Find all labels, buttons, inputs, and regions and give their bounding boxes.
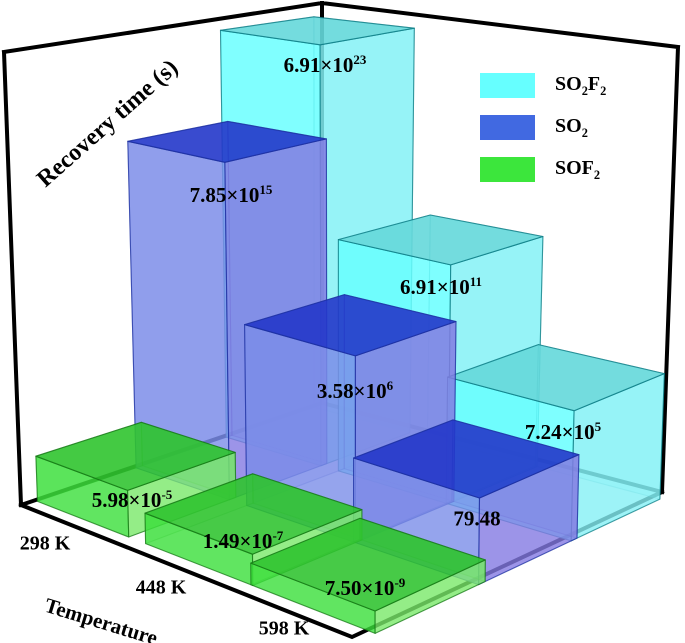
legend-label-so2: SO2 bbox=[555, 114, 588, 140]
bar-value-label: 79.48 bbox=[453, 506, 501, 531]
bar-so2-2 bbox=[353, 419, 580, 586]
legend-swatch-so2f2 bbox=[480, 73, 535, 98]
bar-value-label: 6.91×1023 bbox=[283, 52, 367, 77]
x-tick-448k: 448 K bbox=[135, 576, 187, 599]
bar-value-label: 6.91×1011 bbox=[399, 274, 483, 299]
bar-value-label: 7.24×105 bbox=[524, 419, 602, 444]
bar-value-label: 1.49×10-7 bbox=[202, 528, 284, 553]
x-tick-598k: 598 K bbox=[258, 617, 310, 640]
x-tick-298k: 298 K bbox=[19, 532, 71, 555]
bar-value-label: 5.98×10-5 bbox=[91, 487, 173, 512]
legend-entry-sof2: SOF2 bbox=[480, 157, 606, 182]
legend-entry-so2f2: SO2F2 bbox=[480, 73, 606, 98]
legend-swatch-sof2 bbox=[480, 157, 535, 182]
bar-sof2-2 bbox=[250, 517, 486, 634]
bar-value-label: 7.50×10-9 bbox=[324, 575, 406, 600]
bar-value-label: 3.58×106 bbox=[316, 378, 394, 403]
legend-swatch-so2 bbox=[480, 115, 535, 140]
legend: SO2F2 SO2 SOF2 bbox=[480, 73, 606, 182]
legend-label-so2f2: SO2F2 bbox=[555, 72, 607, 98]
bar-value-label: 7.85×1015 bbox=[189, 182, 273, 207]
legend-label-sof2: SOF2 bbox=[555, 156, 601, 182]
legend-entry-so2: SO2 bbox=[480, 115, 606, 140]
